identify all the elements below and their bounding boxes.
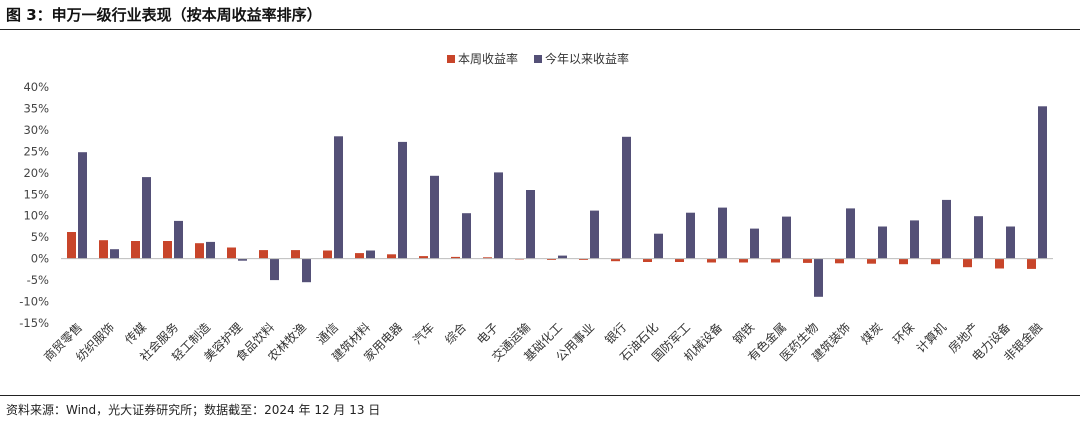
- bar-weekly-return: [387, 254, 396, 259]
- bar-ytd-return: [718, 207, 727, 259]
- bar-weekly-return: [67, 232, 76, 259]
- y-tick-label: 20%: [23, 166, 49, 180]
- bar-ytd-return: [750, 228, 759, 259]
- y-tick-label: 10%: [23, 209, 49, 223]
- bar-ytd-return: [238, 258, 247, 261]
- bar-weekly-return: [579, 258, 588, 260]
- bar-ytd-return: [1006, 226, 1015, 259]
- y-tick-label: 30%: [23, 123, 49, 137]
- x-category-label: 通信: [314, 320, 341, 347]
- y-tick-label: 40%: [23, 80, 49, 94]
- bar-weekly-return: [419, 256, 428, 259]
- figure-title: 图 3：申万一级行业表现（按本周收益率排序）: [6, 6, 322, 24]
- bar-weekly-return: [963, 258, 972, 268]
- bar-ytd-return: [302, 258, 311, 283]
- bar-ytd-return: [78, 152, 87, 259]
- bar-ytd-return: [686, 212, 695, 259]
- source-rule: [0, 395, 1080, 396]
- bar-weekly-return: [259, 250, 268, 259]
- legend-swatch-ytd: [534, 55, 542, 63]
- bar-weekly-return: [675, 258, 684, 262]
- title-rule: [0, 29, 1080, 30]
- y-tick-label: 35%: [23, 101, 49, 115]
- bar-weekly-return: [323, 250, 332, 259]
- bar-ytd-return: [206, 241, 215, 259]
- bar-ytd-return: [590, 210, 599, 259]
- bar-ytd-return: [270, 258, 279, 281]
- x-category-label: 银行: [602, 320, 629, 347]
- bar-ytd-return: [494, 172, 503, 259]
- x-category-label: 钢铁: [730, 320, 757, 347]
- x-category-label: 计算机: [913, 320, 949, 356]
- bar-ytd-return: [814, 258, 823, 297]
- bar-ytd-return: [110, 249, 119, 259]
- x-category-label: 煤炭: [858, 320, 885, 347]
- bar-weekly-return: [163, 241, 172, 259]
- bar-weekly-return: [803, 258, 812, 263]
- bar-weekly-return: [995, 258, 1004, 269]
- x-category-label: 综合: [442, 320, 470, 348]
- legend-label-ytd: 今年以来收益率: [545, 51, 629, 66]
- y-axis: -15% -10% -5% 0% 5% 10% 15% 20% 25% 30% 35% 40%: [19, 80, 49, 330]
- bar-ytd-return: [654, 233, 663, 259]
- bar-ytd-return: [622, 136, 631, 259]
- bar-ytd-return: [462, 213, 471, 259]
- bar-ytd-return: [398, 141, 407, 259]
- x-category-label: 传媒: [122, 320, 150, 348]
- y-tick-label: 5%: [31, 230, 49, 244]
- bar-weekly-return: [867, 258, 876, 264]
- y-tick-label: 25%: [23, 144, 49, 158]
- x-category-label: 电子: [474, 320, 501, 347]
- bar-ytd-return: [878, 226, 887, 259]
- bar-weekly-return: [739, 258, 748, 263]
- bars-group: [67, 106, 1047, 297]
- bar-weekly-return: [355, 253, 364, 259]
- bar-weekly-return: [643, 258, 652, 262]
- bar-weekly-return: [131, 241, 140, 259]
- bar-ytd-return: [1038, 106, 1047, 259]
- legend-label-weekly: 本周收益率: [458, 51, 518, 66]
- bar-weekly-return: [547, 258, 556, 260]
- bar-ytd-return: [846, 208, 855, 259]
- bar-weekly-return: [771, 258, 780, 263]
- bar-weekly-return: [1027, 258, 1036, 269]
- x-category-label: 环保: [890, 320, 917, 347]
- bar-weekly-return: [291, 250, 300, 259]
- bar-ytd-return: [334, 136, 343, 259]
- bar-weekly-return: [835, 258, 844, 264]
- bar-weekly-return: [483, 257, 492, 259]
- source-note: 资料来源：Wind，光大证券研究所；数据截至：2024 年 12 月 13 日: [6, 403, 381, 417]
- bar-chart: 本周收益率 今年以来收益率 -15% -10% -5% 0% 5% 10% 15% 20% 25…: [19, 51, 1053, 365]
- y-tick-label: -15%: [19, 316, 49, 330]
- bar-ytd-return: [430, 175, 439, 259]
- bar-ytd-return: [526, 190, 535, 259]
- bar-weekly-return: [99, 240, 108, 259]
- bar-ytd-return: [910, 220, 919, 259]
- bar-ytd-return: [174, 220, 183, 259]
- bar-weekly-return: [707, 258, 716, 263]
- bar-ytd-return: [366, 250, 375, 259]
- y-tick-label: -10%: [19, 295, 49, 309]
- bar-ytd-return: [974, 216, 983, 259]
- bar-ytd-return: [782, 216, 791, 259]
- bar-ytd-return: [942, 199, 951, 259]
- chart-legend: 本周收益率 今年以来收益率: [447, 51, 629, 66]
- bar-weekly-return: [195, 243, 204, 259]
- bar-weekly-return: [227, 247, 236, 259]
- bar-ytd-return: [558, 255, 567, 259]
- bar-weekly-return: [931, 258, 940, 265]
- bar-weekly-return: [899, 258, 908, 265]
- bar-weekly-return: [611, 258, 620, 262]
- y-tick-label: 0%: [31, 252, 49, 266]
- y-tick-label: 15%: [23, 187, 49, 201]
- legend-swatch-weekly: [447, 55, 455, 63]
- x-category-label: 汽车: [410, 320, 438, 348]
- y-tick-label: -5%: [27, 273, 49, 287]
- bar-ytd-return: [142, 177, 151, 259]
- bar-weekly-return: [451, 256, 460, 259]
